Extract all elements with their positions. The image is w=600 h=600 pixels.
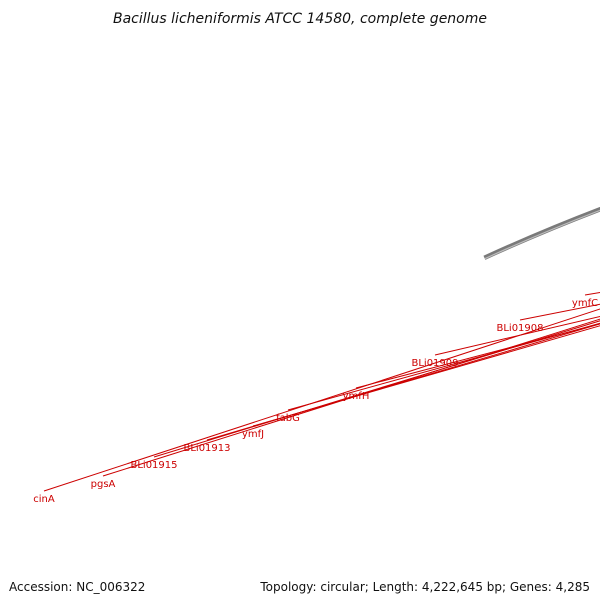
gene-leader-line [43,308,600,492]
accession-text: Accession: NC_006322 [9,580,146,594]
gene-leader-line [287,322,600,411]
gene-label: pgsA [91,479,116,490]
gene-label: BLi01913 [183,443,230,454]
gene-leader-line [102,318,600,477]
topology-text: Topology: circular; Length: 4,222,645 bp… [260,580,590,594]
gene-label: ymfC [572,298,598,309]
gene-label: BLi01915 [130,460,177,471]
gene-label: fabG [276,413,300,424]
gene-label: ymfJ [242,429,264,440]
gene-leader-line [434,315,600,356]
gene-leader-line [153,320,600,458]
map-title: Bacillus licheniformis ATCC 14580, compl… [113,11,487,27]
gene-label: cinA [33,494,55,505]
gene-label: BLi01908 [496,323,543,334]
gene-leader-line [519,303,600,321]
genome-backbone [483,206,600,260]
gene-label: BLi01909 [411,358,458,369]
gene-label: ymfH [343,391,370,402]
gene-labels: cinA pgsA BLi01915 BLi01913 ymfJ fabG ymfH BLi0… [33,291,600,505]
gene-leader-line [252,325,600,427]
gene-leader-line [206,323,600,441]
gene-leader-line [355,323,600,389]
